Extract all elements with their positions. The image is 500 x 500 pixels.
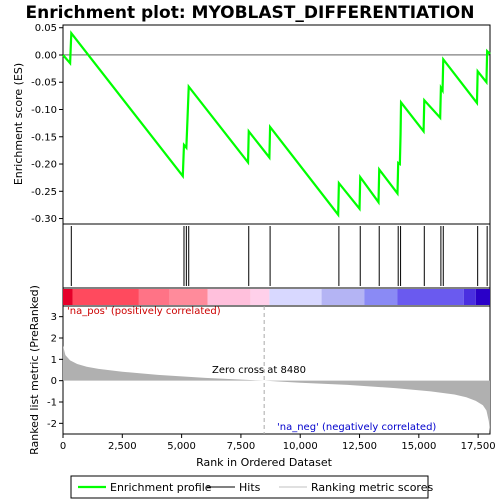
legend-items: Enrichment profile Hits Ranking metric sco… xyxy=(78,481,433,494)
color-bar-segment xyxy=(475,289,490,305)
es-y-tick-label: -0.25 xyxy=(31,187,57,198)
es-y-tick-label: -0.30 xyxy=(31,214,57,225)
hits-lines xyxy=(70,226,488,286)
color-bar-segment xyxy=(207,289,251,305)
color-bar-segments xyxy=(63,289,490,305)
color-bar-segment xyxy=(269,289,322,305)
hits-panel xyxy=(62,223,491,289)
legend: Enrichment profile Hits Ranking metric sco… xyxy=(70,475,433,499)
es-y-tick-label: -0.15 xyxy=(31,132,57,143)
color-bar-segment xyxy=(250,289,270,305)
rank-y-ticks: 3 2 1 0 -1 -2 xyxy=(47,312,63,430)
rank-y-tick-label: 1 xyxy=(51,355,57,366)
color-bar-segment xyxy=(321,289,365,305)
x-tick-label: 5,000 xyxy=(167,441,196,452)
es-y-axis-label: Enrichment score (ES) xyxy=(12,63,25,185)
es-y-tick-label: -0.10 xyxy=(31,105,57,116)
color-bar-segment xyxy=(364,289,398,305)
color-bar-segment xyxy=(138,289,170,305)
color-bar-segment xyxy=(72,289,139,305)
rank-y-tick-label: 2 xyxy=(51,334,57,345)
x-tick-label: 17,500 xyxy=(461,441,496,452)
rank-y-tick-label: 0 xyxy=(51,376,57,387)
negative-correlation-label: 'na_neg' (negatively correlated) xyxy=(277,422,436,433)
color-bar-segment xyxy=(397,289,464,305)
legend-frame xyxy=(70,475,429,499)
es-y-tick-label: -0.05 xyxy=(31,78,57,89)
rank-y-tick-label: -2 xyxy=(47,419,57,430)
enrichment-profile-line xyxy=(62,30,491,218)
color-bar-segment xyxy=(63,289,73,305)
legend-label: Hits xyxy=(239,481,261,494)
color-bar-segment xyxy=(169,289,208,305)
hits-panel-frame xyxy=(62,223,491,289)
x-tick-label: 2,500 xyxy=(108,441,137,452)
chart-title: Enrichment plot: MYOBLAST_DIFFERENTIATIO… xyxy=(26,3,475,23)
legend-label: Enrichment profile xyxy=(110,481,212,494)
rank-y-axis-label: Ranked list metric (PreRanked) xyxy=(28,285,41,455)
es-y-tick-label: 0.00 xyxy=(35,50,57,61)
es-y-tick-label: 0.05 xyxy=(35,23,57,34)
x-tick-label: 10,000 xyxy=(283,441,318,452)
es-y-ticks: 0.05 0.00 -0.05 -0.10 -0.15 -0.20 -0.25 -0.30 xyxy=(31,23,63,225)
rank-panel: 3 2 1 0 -1 -2 Zero cross at 8480 'na_pos' (po… xyxy=(28,285,491,455)
x-tick-label: 12,500 xyxy=(342,441,377,452)
es-panel: 0.05 0.00 -0.05 -0.10 -0.15 -0.20 -0.25 -0.30 E… xyxy=(12,23,491,225)
rank-panel-frame xyxy=(62,305,491,435)
rank-y-tick-label: 3 xyxy=(51,312,57,323)
es-y-tick-label: -0.20 xyxy=(31,160,57,171)
rank-y-tick-label: -1 xyxy=(47,398,57,409)
x-tick-label: 15,000 xyxy=(401,441,436,452)
x-axis-ticks: 0 2,500 5,000 7,500 10,000 12,500 15,000 17,500 xyxy=(60,434,496,452)
color-bar-segment xyxy=(463,289,476,305)
x-tick-label: 0 xyxy=(60,441,66,452)
ranking-color-bar xyxy=(62,287,491,307)
positive-correlation-label: 'na_pos' (positively correlated) xyxy=(67,306,221,317)
x-axis-label: Rank in Ordered Dataset xyxy=(196,456,333,469)
x-tick-label: 7,500 xyxy=(227,441,256,452)
zero-cross-label: Zero cross at 8480 xyxy=(212,365,306,376)
legend-label: Ranking metric scores xyxy=(311,481,433,494)
ranking-metric-area xyxy=(63,345,490,432)
